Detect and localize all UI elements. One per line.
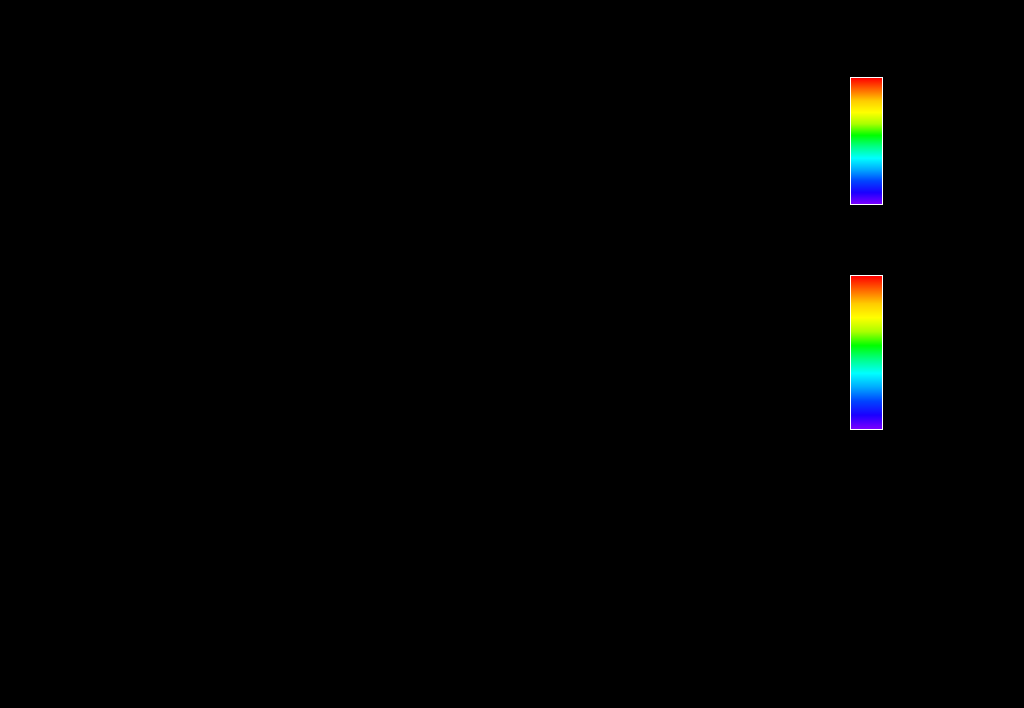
colorbar-deg [850, 275, 883, 430]
colorbar-def [850, 77, 883, 205]
